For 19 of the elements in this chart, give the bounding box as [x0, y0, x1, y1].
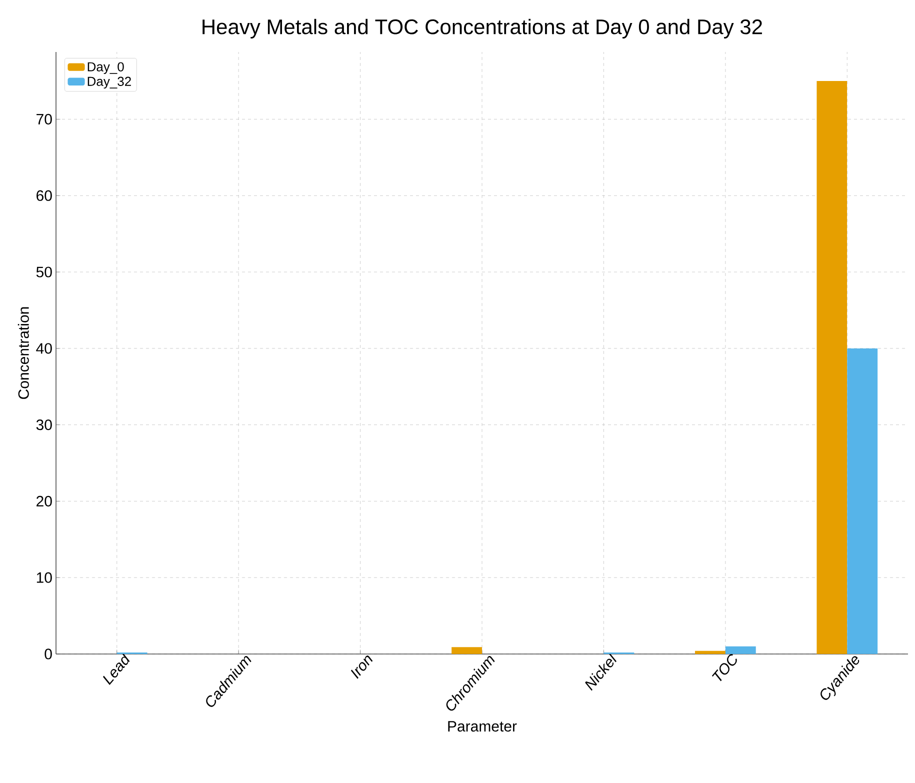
y-axis-title: Concentration [18, 307, 29, 399]
legend-label: Day_32 [88, 76, 131, 89]
y-tick-label: 30 [36, 419, 52, 430]
y-tick-label: 20 [36, 496, 52, 506]
bar [695, 650, 726, 654]
x-tick-label: Iron [350, 656, 373, 679]
legend-label: Day_0 [88, 62, 124, 74]
bar [725, 646, 756, 654]
chart-title: Heavy Metals and TOC Concentrations at Day 0 and Day 32 [202, 18, 762, 38]
y-tick-label: 70 [36, 114, 52, 125]
bar [847, 348, 878, 654]
y-tick-label: 50 [36, 266, 52, 278]
y-tick-label: 60 [36, 190, 52, 201]
y-tick-label: 40 [36, 343, 52, 354]
y-tick-label: 0 [44, 648, 52, 660]
bar [816, 81, 848, 654]
bar [452, 647, 482, 654]
x-axis-title: Parameter [448, 721, 517, 732]
y-tick-label: 10 [36, 572, 52, 583]
